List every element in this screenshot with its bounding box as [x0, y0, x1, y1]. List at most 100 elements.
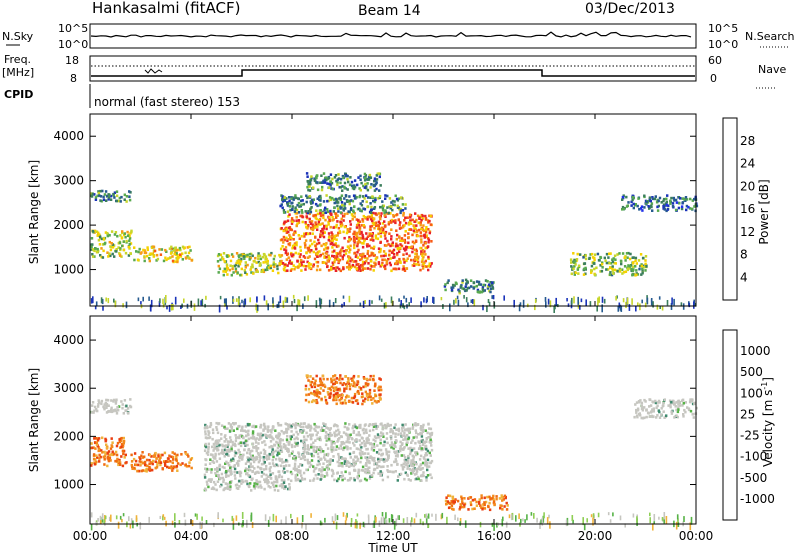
- echo-cell: [105, 406, 108, 409]
- echo-cell: [386, 422, 389, 426]
- echo-cell: [304, 268, 307, 271]
- echo-cell: [262, 448, 266, 452]
- echo-cell: [662, 401, 665, 405]
- echo-cell: [573, 273, 576, 276]
- echo-cell: [634, 203, 637, 207]
- echo-cell: [415, 255, 419, 259]
- echo-cell: [156, 257, 160, 261]
- echo-cell: [337, 260, 341, 263]
- echo-cell: [216, 260, 220, 263]
- echo-cell: [137, 297, 140, 302]
- echo-cell: [193, 303, 196, 311]
- echo-cell: [419, 223, 422, 227]
- echo-cell: [323, 453, 326, 456]
- echo-cell: [326, 210, 330, 214]
- echo-cell: [375, 178, 379, 181]
- echo-cell: [383, 264, 387, 268]
- echo-cell: [318, 241, 321, 245]
- echo-cell: [273, 488, 277, 492]
- echo-cell: [295, 430, 298, 434]
- echo-cell: [227, 422, 231, 425]
- echo-cell: [353, 239, 356, 243]
- echo-cell: [410, 464, 413, 468]
- echo-cell: [601, 296, 604, 303]
- echo-cell: [286, 487, 290, 491]
- echo-cell: [307, 262, 311, 265]
- echo-cell: [271, 448, 274, 451]
- echo-cell: [295, 442, 298, 446]
- echo-cell: [402, 247, 406, 250]
- echo-cell: [353, 478, 356, 482]
- echo-cell: [191, 520, 194, 527]
- echo-cell: [162, 298, 164, 304]
- echo-cell: [269, 440, 273, 443]
- echo-cell: [416, 214, 420, 218]
- echo-cell: [471, 498, 475, 502]
- echo-cell: [344, 375, 347, 378]
- echo-cell: [374, 198, 377, 202]
- echo-cell: [603, 256, 606, 260]
- echo-cell: [415, 477, 418, 481]
- echo-cell: [421, 267, 425, 270]
- echo-cell: [97, 402, 100, 406]
- echo-cell: [601, 266, 604, 269]
- echo-cell: [489, 287, 493, 291]
- echo-cell: [359, 443, 362, 447]
- echo-cell: [381, 432, 385, 436]
- echo-cell: [677, 518, 679, 523]
- echo-cell: [221, 476, 224, 480]
- echo-cell: [612, 257, 615, 260]
- echo-cell: [621, 208, 624, 211]
- echo-cell: [222, 480, 225, 484]
- echo-cell: [316, 212, 320, 216]
- echo-cell: [181, 245, 185, 249]
- echo-cell: [214, 452, 217, 456]
- echo-cell: [505, 508, 509, 511]
- echo-cell: [341, 464, 344, 468]
- echo-cell: [391, 443, 394, 446]
- echo-cell: [103, 407, 106, 411]
- echo-cell: [361, 402, 364, 406]
- echo-cell: [172, 247, 175, 251]
- echo-cell: [419, 454, 423, 458]
- echo-cell: [339, 254, 342, 257]
- echo-cell: [369, 442, 372, 446]
- echo-cell: [351, 426, 354, 430]
- echo-cell: [346, 260, 350, 263]
- echo-cell: [272, 263, 275, 267]
- echo-cell: [357, 392, 360, 395]
- echo-cell: [329, 388, 333, 392]
- echo-cell: [361, 233, 364, 237]
- echo-cell: [123, 193, 126, 197]
- echo-cell: [262, 423, 266, 427]
- echo-cell: [659, 305, 661, 309]
- echo-cell: [314, 221, 317, 224]
- echo-cell: [301, 220, 304, 224]
- echo-cell: [397, 515, 399, 520]
- echo-cell: [167, 457, 170, 460]
- echo-cell: [369, 176, 373, 179]
- echo-cell: [281, 438, 284, 442]
- echo-cell: [97, 231, 100, 235]
- echo-cell: [421, 443, 425, 447]
- echo-cell: [259, 426, 262, 429]
- echo-cell: [403, 269, 407, 272]
- echo-cell: [355, 253, 358, 257]
- echo-cell: [328, 186, 331, 190]
- echo-cell: [329, 458, 332, 461]
- echo-cell: [391, 244, 394, 247]
- nsky-label: N.Sky: [2, 30, 34, 43]
- echo-cell: [335, 402, 338, 406]
- echo-cell: [312, 227, 315, 230]
- echo-cell: [352, 441, 355, 445]
- echo-cell: [413, 264, 416, 267]
- echo-cell: [216, 431, 220, 435]
- echo-cell: [216, 446, 219, 450]
- echo-cell: [394, 458, 397, 461]
- echo-cell: [337, 452, 340, 456]
- echo-cell: [94, 437, 98, 440]
- echo-cell: [358, 265, 361, 268]
- echo-cell: [407, 458, 410, 461]
- echo-cell: [380, 434, 383, 437]
